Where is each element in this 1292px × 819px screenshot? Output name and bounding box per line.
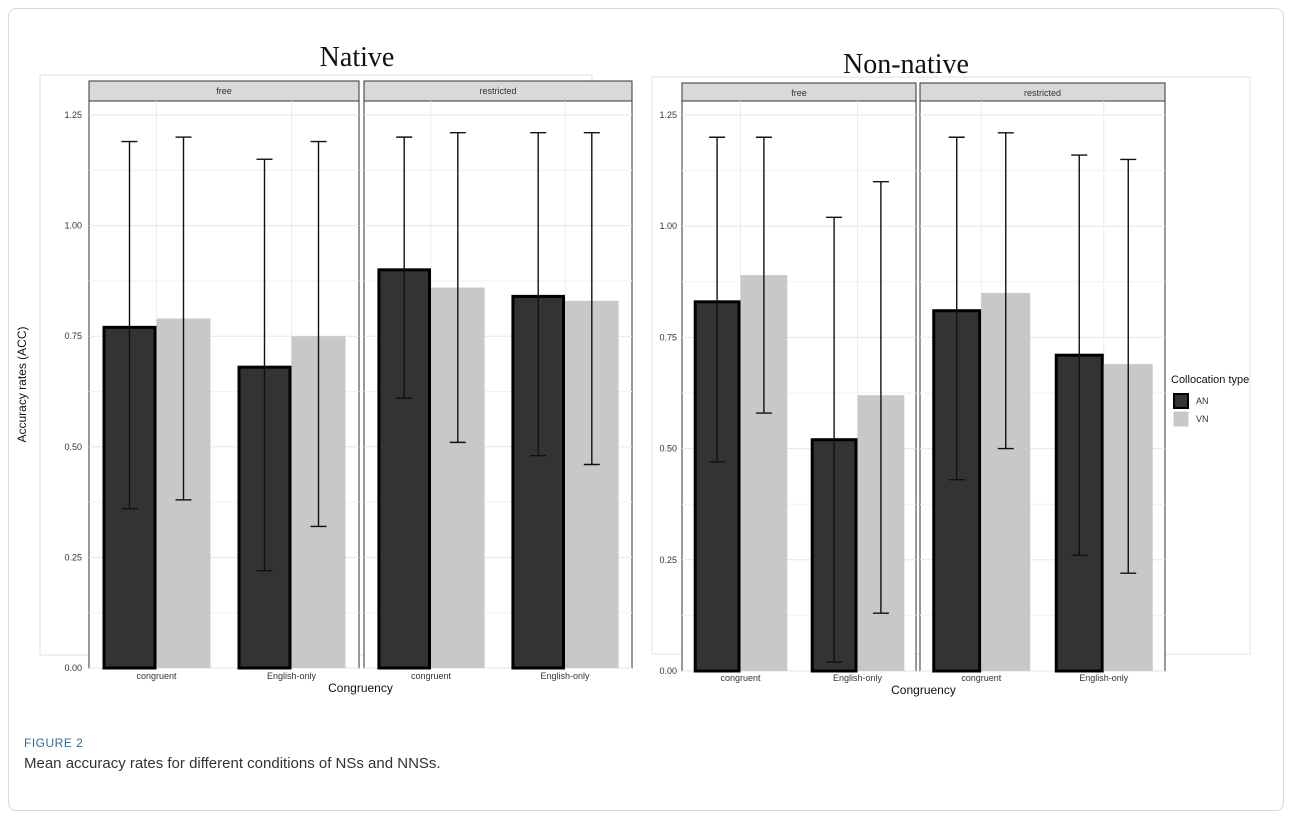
legend-label: AN	[1196, 396, 1209, 406]
facet-label: restricted	[1024, 88, 1061, 98]
x-axis-title: Congruency	[328, 681, 393, 695]
y-tick-label: 1.25	[659, 110, 677, 120]
facet-label: free	[791, 88, 807, 98]
y-tick-label: 0.50	[64, 442, 82, 452]
y-axis-title: Accuracy rates (ACC)	[15, 326, 29, 442]
chart-title: Non-native	[843, 49, 969, 80]
y-tick-label: 1.25	[64, 110, 82, 120]
x-tick-label: English-only	[540, 671, 590, 681]
figure-label: FIGURE 2	[24, 736, 84, 750]
facet-label: restricted	[479, 86, 516, 96]
figure-caption: Mean accuracy rates for different condit…	[24, 755, 441, 772]
y-tick-label: 1.00	[659, 221, 677, 231]
x-tick-label: congruent	[961, 673, 1002, 683]
legend-swatch-an	[1173, 393, 1189, 409]
chart-title: Native	[320, 42, 395, 73]
y-tick-label: 0.75	[659, 332, 677, 342]
facet-label: free	[216, 86, 232, 96]
x-tick-label: congruent	[411, 671, 452, 681]
x-tick-label: English-only	[833, 673, 883, 683]
y-tick-label: 0.50	[659, 444, 677, 454]
y-tick-label: 0.25	[64, 552, 82, 562]
x-tick-label: English-only	[267, 671, 317, 681]
chart-1: Non-native free congruent English-only 0.00 0…	[651, 49, 1251, 697]
y-tick-label: 0.00	[659, 666, 677, 676]
x-tick-label: congruent	[136, 671, 177, 681]
legend-swatch-vn	[1173, 411, 1189, 427]
legend-title: Collocation type	[1171, 374, 1249, 386]
y-tick-label: 0.00	[64, 663, 82, 673]
legend: Collocation type AN VN	[1171, 374, 1249, 427]
y-tick-label: 1.00	[64, 221, 82, 231]
x-tick-label: congruent	[720, 673, 761, 683]
y-tick-label: 0.75	[64, 331, 82, 341]
x-tick-label: English-only	[1079, 673, 1129, 683]
chart-0: Native free congruent English-only 0.00 0.25 0…	[15, 42, 633, 695]
legend-label: VN	[1196, 414, 1209, 424]
x-axis-title: Congruency	[891, 683, 956, 697]
y-tick-label: 0.25	[659, 555, 677, 565]
